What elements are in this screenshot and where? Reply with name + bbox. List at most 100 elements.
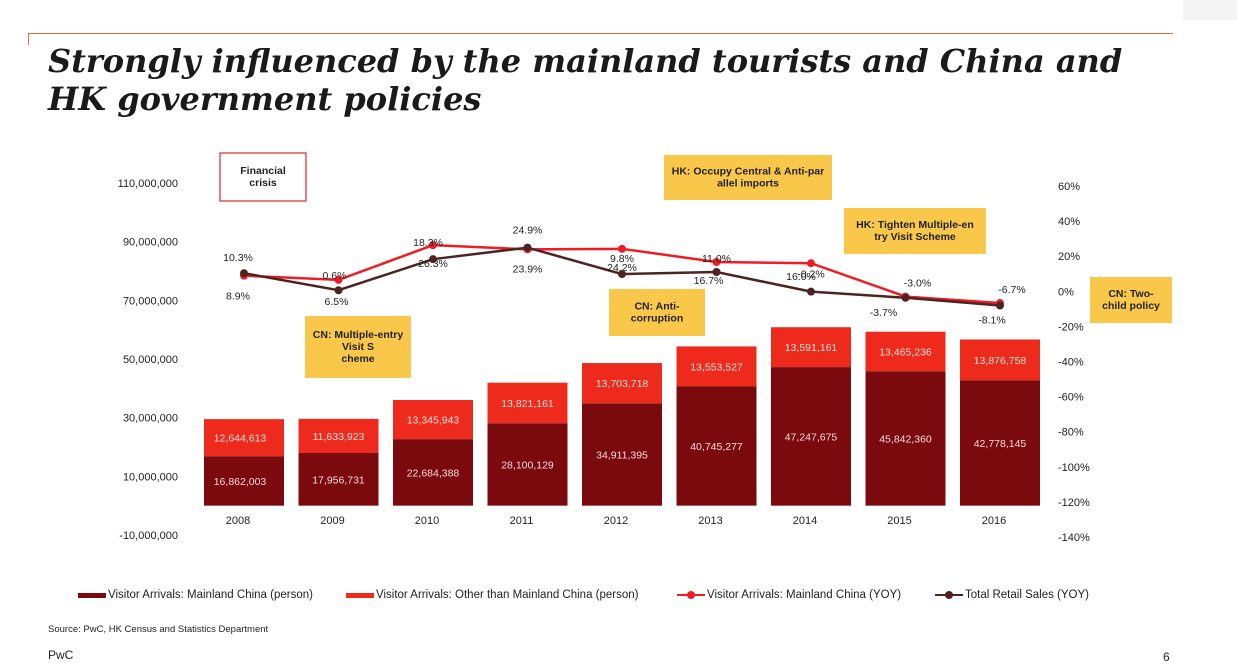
mainland-yoy-label: 16.7% bbox=[694, 275, 724, 287]
annotation-text: cheme bbox=[341, 353, 374, 365]
x-axis-tick: 2010 bbox=[415, 515, 439, 527]
retail-yoy-label: 11.0% bbox=[702, 253, 731, 265]
retail-yoy-marker bbox=[807, 287, 815, 296]
bar-mainland bbox=[960, 380, 1040, 506]
retail-yoy-marker bbox=[996, 301, 1004, 310]
bar-label-mainland: 17,956,731 bbox=[312, 474, 365, 486]
left-axis-tick: 70,000,000 bbox=[123, 295, 178, 307]
bar-label-mainland: 28,100,129 bbox=[501, 459, 554, 471]
right-axis-tick: -100% bbox=[1058, 462, 1090, 474]
annotation-text: HK: Tighten Multiple-en bbox=[856, 219, 974, 231]
left-axis-tick: 10,000,000 bbox=[123, 471, 178, 483]
corner-box bbox=[1183, 0, 1237, 20]
bar-other bbox=[298, 418, 379, 453]
x-axis-tick: 2009 bbox=[320, 515, 344, 527]
annotation-box bbox=[219, 152, 307, 202]
retail-yoy-label: 24.9% bbox=[513, 225, 543, 237]
retail-yoy-marker bbox=[334, 286, 343, 295]
bar-other bbox=[582, 363, 662, 404]
bar-label-other: 13,465,236 bbox=[879, 346, 932, 358]
retail-yoy-label: -0.2% bbox=[797, 269, 824, 281]
legend-swatch-mainland-bar bbox=[78, 592, 106, 598]
annotation-text: Visit S bbox=[342, 341, 374, 353]
annotation-text: crisis bbox=[249, 177, 277, 189]
legend-swatch-mainland-yoy bbox=[677, 590, 705, 600]
bar-label-mainland: 47,247,675 bbox=[785, 431, 838, 443]
source-note: Source: PwC, HK Census and Statistics De… bbox=[48, 624, 269, 635]
right-axis-tick: 0% bbox=[1058, 286, 1074, 298]
retail-yoy-label: -3.7% bbox=[870, 307, 897, 319]
retail-yoy-label: 9.8% bbox=[610, 253, 634, 265]
bar-label-other: 13,591,161 bbox=[785, 342, 838, 354]
right-axis-tick: 60% bbox=[1058, 181, 1080, 193]
bar-other bbox=[393, 399, 473, 440]
retail-yoy-marker bbox=[523, 243, 532, 252]
x-axis-tick: 2012 bbox=[604, 515, 628, 527]
annotation-box bbox=[609, 289, 705, 336]
right-axis-tick: 20% bbox=[1058, 251, 1080, 263]
bar-label-other: 13,553,527 bbox=[690, 361, 743, 373]
annotation-text: corruption bbox=[631, 313, 684, 325]
right-axis-tick: -40% bbox=[1058, 357, 1084, 369]
bar-other bbox=[487, 382, 568, 424]
bar-mainland bbox=[204, 456, 284, 506]
retail-yoy-marker bbox=[712, 267, 721, 276]
bar-label-mainland: 34,911,395 bbox=[596, 449, 648, 461]
mainland-yoy-label: 23.9% bbox=[513, 263, 543, 275]
legend-label: Total Retail Sales (YOY) bbox=[965, 589, 1089, 601]
retail-yoy-label: 18.3% bbox=[413, 237, 443, 249]
mainland-yoy-marker bbox=[712, 257, 721, 266]
mainland-yoy-label: -6.7% bbox=[998, 284, 1025, 296]
retail-yoy-marker bbox=[240, 269, 248, 278]
annotation-box bbox=[844, 208, 986, 254]
legend: Visitor Arrivals: Mainland China (person… bbox=[78, 589, 1128, 605]
legend-swatch-other-bar bbox=[346, 592, 374, 598]
retail-yoy-marker bbox=[429, 255, 437, 264]
mainland-yoy-label: -3.0% bbox=[904, 278, 931, 290]
retail-yoy-label: 0.6% bbox=[323, 270, 347, 282]
right-axis-tick: -120% bbox=[1058, 497, 1090, 509]
x-axis-tick: 2008 bbox=[226, 515, 250, 527]
bar-label-mainland: 42,778,145 bbox=[974, 438, 1027, 450]
bar-mainland bbox=[865, 371, 946, 506]
bar-other bbox=[676, 346, 757, 387]
right-axis-tick: 40% bbox=[1058, 216, 1080, 228]
bar-other bbox=[960, 339, 1040, 381]
left-axis-tick: 30,000,000 bbox=[123, 413, 178, 425]
bar-label-mainland: 22,684,388 bbox=[407, 467, 460, 479]
annotation-text: Financial bbox=[240, 165, 286, 177]
bar-label-mainland: 45,842,360 bbox=[879, 433, 932, 445]
annotation-text: try Visit Scheme bbox=[874, 231, 956, 243]
bar-other bbox=[865, 331, 946, 372]
retail-yoy-marker bbox=[901, 293, 910, 302]
page-number: 6 bbox=[1163, 650, 1170, 664]
top-rule bbox=[28, 33, 1173, 34]
bar-mainland bbox=[393, 439, 473, 506]
legend-label: Visitor Arrivals: Other than Mainland Ch… bbox=[376, 589, 639, 601]
bar-label-other: 13,821,161 bbox=[501, 398, 554, 410]
top-rule-tick bbox=[28, 33, 29, 45]
bar-other bbox=[204, 419, 284, 457]
left-axis-tick: -10,000,000 bbox=[119, 530, 178, 542]
legend-swatch-retail-yoy bbox=[935, 590, 963, 600]
legend-item-retail-yoy: Total Retail Sales (YOY) bbox=[935, 589, 1089, 601]
bar-label-mainland: 16,862,003 bbox=[214, 476, 267, 488]
retail-yoy-label: 10.3% bbox=[223, 252, 253, 264]
mainland-yoy-label: 26.3% bbox=[418, 258, 448, 270]
x-axis-tick: 2013 bbox=[698, 515, 722, 527]
bar-label-other: 13,703,718 bbox=[596, 378, 649, 390]
x-axis-tick: 2014 bbox=[793, 515, 817, 527]
x-axis-tick: 2011 bbox=[510, 515, 534, 527]
page-title: Strongly influenced by the mainland tour… bbox=[48, 42, 1123, 118]
mainland-yoy-label: 16.0% bbox=[786, 271, 816, 283]
annotation-text: HK: Occupy Central & Anti-par bbox=[672, 166, 824, 178]
retail-yoy-marker bbox=[618, 270, 626, 279]
bar-mainland bbox=[676, 386, 757, 506]
legend-item-mainland-bar: Visitor Arrivals: Mainland China (person… bbox=[78, 589, 313, 601]
bar-label-other: 13,876,758 bbox=[974, 355, 1027, 367]
annotation-box bbox=[305, 316, 411, 378]
legend-label: Visitor Arrivals: Mainland China (YOY) bbox=[707, 589, 902, 601]
annotation-text: CN: Multiple-entry bbox=[313, 329, 404, 341]
bar-other bbox=[771, 327, 851, 368]
